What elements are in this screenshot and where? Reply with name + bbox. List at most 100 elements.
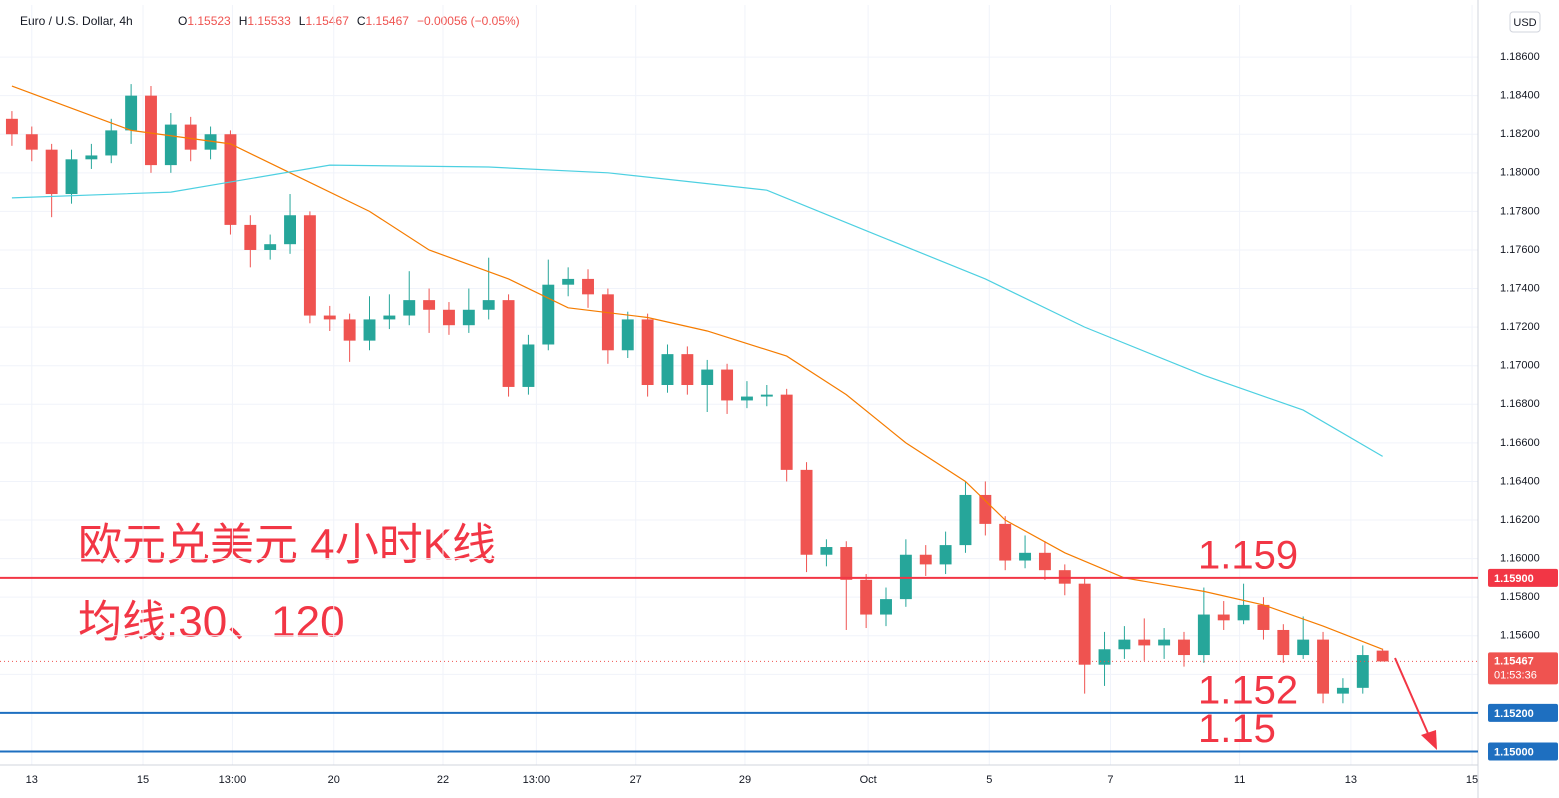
y-tick-label: 1.17800: [1500, 205, 1540, 217]
candle-body: [562, 278, 575, 285]
candle-body: [125, 95, 138, 131]
x-tick-label: 20: [328, 774, 340, 786]
ohlc-value: 1.15523: [187, 14, 231, 28]
y-tick-label: 1.18400: [1500, 90, 1540, 102]
candle-body: [721, 369, 734, 401]
candle-body: [5, 118, 18, 135]
candle-body: [820, 547, 833, 555]
candle-body: [840, 547, 853, 580]
candle-body: [681, 354, 694, 385]
y-tick-label: 1.15600: [1500, 630, 1540, 642]
candle-body: [582, 278, 594, 295]
candle-body: [1118, 639, 1131, 650]
candle-body: [542, 284, 555, 345]
level-label-bg: [1488, 568, 1558, 587]
candle-body: [264, 244, 277, 250]
candle-body: [1038, 552, 1051, 571]
y-tick-label: 1.16800: [1500, 398, 1540, 410]
candle-body: [244, 224, 257, 250]
candle-body: [661, 354, 674, 385]
candle-body: [45, 149, 58, 195]
candle-body: [999, 523, 1012, 561]
arrow: [1394, 657, 1431, 739]
level-label: 1.15000: [1494, 746, 1534, 758]
candle-body: [1098, 649, 1111, 665]
candle-body: [1197, 614, 1210, 656]
annotation: 均线:30、120: [78, 598, 345, 647]
y-tick-label: 1.17000: [1500, 360, 1540, 372]
candle-body: [65, 159, 78, 195]
candle-body: [1356, 655, 1369, 688]
candle-body: [959, 494, 972, 546]
candle-body: [303, 215, 316, 316]
level-label: 1.15200: [1494, 708, 1534, 720]
y-tick-label: 1.16400: [1500, 475, 1540, 487]
candle-body: [1078, 583, 1091, 665]
y-tick-label: 1.17200: [1500, 321, 1540, 333]
candle-body: [145, 95, 157, 166]
x-tick-label: Oct: [860, 774, 877, 786]
y-tick-label: 1.16600: [1500, 437, 1540, 449]
x-tick-label: 13: [1345, 774, 1357, 786]
candle-body: [164, 124, 177, 166]
currency: USD: [1513, 17, 1536, 29]
ohlc-key: H: [239, 14, 248, 28]
candle-body: [443, 309, 455, 326]
candle-body: [1178, 639, 1190, 656]
candle-body: [1277, 629, 1290, 656]
y-tick-label: 1.18200: [1500, 128, 1540, 140]
candle-body: [800, 469, 813, 555]
level-label-bg: [1488, 703, 1558, 722]
candle-body: [462, 309, 475, 326]
candle-body: [1217, 614, 1230, 621]
currency-box: [1509, 11, 1541, 33]
level-label-bg: [1488, 742, 1558, 761]
candle-body: [601, 294, 614, 351]
candle-body: [284, 215, 296, 245]
level-annotation: 1.152: [1198, 668, 1298, 712]
last-price-bg: [1488, 652, 1558, 685]
x-tick-label: 5: [986, 774, 992, 786]
x-tick-label: 13:00: [523, 774, 551, 786]
y-tick-label: 1.15800: [1500, 591, 1540, 603]
level-label: 1.15900: [1494, 573, 1534, 585]
candle-body: [1158, 639, 1171, 646]
y-tick-label: 1.18000: [1500, 167, 1540, 179]
level-annotation: 1.159: [1198, 533, 1298, 577]
candle-body: [502, 300, 515, 387]
candle-body: [204, 134, 217, 150]
countdown: 01:53:36: [1494, 669, 1537, 681]
candle-body: [1317, 639, 1330, 694]
ohlc-value: 1.15467: [366, 14, 410, 28]
y-tick-label: 1.17600: [1500, 244, 1540, 256]
candle-body: [880, 599, 892, 615]
candle-body: [224, 134, 237, 225]
ohlc-key: L: [299, 14, 306, 28]
candle-body: [641, 319, 654, 385]
candle-body: [323, 315, 336, 320]
ohlc-key: O: [178, 14, 187, 28]
x-tick-label: 27: [630, 774, 642, 786]
y-tick-label: 1.18600: [1500, 51, 1540, 63]
candle-body: [25, 134, 38, 150]
moving-average: [11, 85, 1383, 650]
arrow-head: [1421, 730, 1437, 750]
x-tick-label: 7: [1107, 774, 1113, 786]
candle-body: [621, 319, 634, 351]
candle-body: [1297, 639, 1310, 656]
candle-body: [1138, 639, 1151, 646]
x-tick-label: 11: [1234, 774, 1245, 786]
candle-body: [383, 315, 396, 320]
candle-body: [1336, 687, 1349, 694]
candle-body: [701, 369, 714, 385]
x-tick-label: 15: [1466, 774, 1478, 786]
candle-body: [860, 579, 873, 615]
candle-body: [105, 130, 118, 156]
candle-body: [482, 300, 495, 310]
candle-body: [363, 319, 376, 341]
candle-body: [1257, 604, 1270, 630]
candle-body: [979, 494, 992, 524]
annotation: 欧元兑美元 4小时K线: [78, 521, 496, 570]
